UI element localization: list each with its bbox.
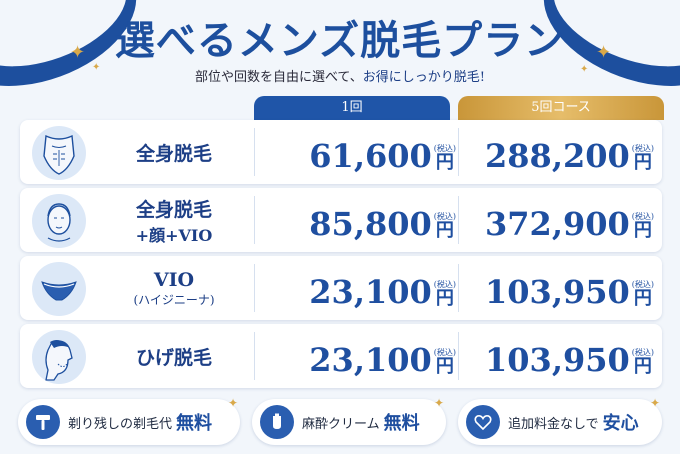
plan-name-line1: ひげ脱毛 bbox=[135, 346, 212, 369]
price-five: 372,900 (税込) 円 bbox=[458, 188, 654, 252]
yen-label: 円 bbox=[633, 356, 652, 377]
plan-row-full-body: 全身脱毛 61,600 (税込) 円 288,200 (税込) 円 bbox=[20, 120, 662, 184]
page-title: 選べるメンズ脱毛プラン bbox=[114, 17, 566, 64]
yen-label: 円 bbox=[435, 356, 454, 377]
tax-label: (税込) bbox=[631, 348, 654, 357]
badge-no-extra-fee: 追加料金なしで 安心 bbox=[458, 399, 662, 445]
body-icon bbox=[32, 126, 86, 180]
price-five-value: 288,200 bbox=[485, 137, 630, 175]
badge-text: 剃り残しの剃毛代 bbox=[68, 416, 173, 432]
sparkle-icon: ✦ bbox=[228, 396, 239, 410]
divider bbox=[254, 264, 255, 312]
price-once-value: 23,100 bbox=[309, 273, 432, 311]
price-five-value: 103,950 bbox=[485, 341, 630, 379]
divider bbox=[458, 196, 459, 244]
price-five: 103,950 (税込) 円 bbox=[458, 256, 654, 320]
badge-anesthetic-free: 麻酔クリーム 無料 bbox=[252, 399, 446, 445]
badge-text: 麻酔クリーム bbox=[302, 416, 380, 432]
plan-name-line1: 全身脱毛 bbox=[135, 198, 212, 221]
badge-shaving-free: 剃り残しの剃毛代 無料 bbox=[18, 399, 240, 445]
beard-icon bbox=[32, 330, 86, 384]
subtitle-emphasis: お得にしっかり脱毛! bbox=[362, 70, 486, 85]
badge-text: 追加料金なしで bbox=[508, 416, 599, 432]
divider bbox=[254, 332, 255, 380]
tax-label: (税込) bbox=[631, 280, 654, 289]
face-icon bbox=[32, 194, 86, 248]
sparkle-icon: ✦ bbox=[580, 64, 589, 75]
plan-name: 全身脱毛 +顔+VIO bbox=[94, 188, 254, 252]
plan-row-vio: VIO (ハイジニーナ) 23,100 (税込) 円 103,950 (税込) 円 bbox=[20, 256, 662, 320]
yen-label: 円 bbox=[435, 288, 454, 309]
divider bbox=[458, 264, 459, 312]
price-once-value: 61,600 bbox=[309, 137, 432, 175]
divider bbox=[458, 128, 459, 176]
plan-name-line1: VIO bbox=[153, 268, 195, 291]
sparkle-icon: ✦ bbox=[650, 396, 661, 410]
divider bbox=[254, 196, 255, 244]
column-header-once: 1回 bbox=[254, 96, 450, 120]
price-five-value: 103,950 bbox=[485, 273, 630, 311]
price-once: 85,800 (税込) 円 bbox=[256, 188, 456, 252]
razor-icon bbox=[26, 405, 60, 439]
tax-label: (税込) bbox=[433, 348, 456, 357]
yen-label: 円 bbox=[633, 220, 652, 241]
sparkle-icon: ✦ bbox=[434, 396, 445, 410]
price-once: 23,100 (税込) 円 bbox=[256, 256, 456, 320]
plan-name-line2: +顔+VIO bbox=[135, 225, 213, 245]
tax-label: (税込) bbox=[631, 212, 654, 221]
yen-label: 円 bbox=[633, 152, 652, 173]
sparkle-icon: ✦ bbox=[92, 62, 101, 73]
tax-label: (税込) bbox=[433, 280, 456, 289]
cream-tube-icon bbox=[260, 405, 294, 439]
yen-label: 円 bbox=[435, 220, 454, 241]
underwear-icon bbox=[32, 262, 86, 316]
tax-label: (税込) bbox=[433, 144, 456, 153]
plan-name-line1: 全身脱毛 bbox=[135, 142, 212, 165]
heart-icon bbox=[466, 405, 500, 439]
column-header-five-course: 5回コース bbox=[458, 96, 664, 120]
plan-name: 全身脱毛 bbox=[94, 120, 254, 184]
price-five-value: 372,900 bbox=[485, 205, 630, 243]
badge-strong: 無料 bbox=[383, 413, 420, 434]
price-once-value: 85,800 bbox=[309, 205, 432, 243]
badge-strong: 安心 bbox=[602, 413, 639, 434]
plan-name: ひげ脱毛 bbox=[94, 324, 254, 388]
plan-name: VIO (ハイジニーナ) bbox=[94, 256, 254, 320]
tax-label: (税込) bbox=[631, 144, 654, 153]
price-once-value: 23,100 bbox=[309, 341, 432, 379]
price-once: 61,600 (税込) 円 bbox=[256, 120, 456, 184]
price-five: 288,200 (税込) 円 bbox=[458, 120, 654, 184]
sparkle-icon: ✦ bbox=[596, 42, 612, 63]
badge-strong: 無料 bbox=[176, 413, 213, 434]
divider bbox=[458, 332, 459, 380]
page-subtitle: 部位や回数を自由に選べて、お得にしっかり脱毛! bbox=[0, 66, 680, 85]
divider bbox=[254, 128, 255, 176]
yen-label: 円 bbox=[435, 152, 454, 173]
yen-label: 円 bbox=[633, 288, 652, 309]
price-five: 103,950 (税込) 円 bbox=[458, 324, 654, 388]
tax-label: (税込) bbox=[433, 212, 456, 221]
subtitle-main: 部位や回数を自由に選べて、 bbox=[194, 70, 363, 85]
plan-row-full-body-face-vio: 全身脱毛 +顔+VIO 85,800 (税込) 円 372,900 (税込) 円 bbox=[20, 188, 662, 252]
sparkle-icon: ✦ bbox=[70, 42, 86, 63]
plan-name-line3: (ハイジニーナ) bbox=[133, 292, 215, 307]
price-once: 23,100 (税込) 円 bbox=[256, 324, 456, 388]
plan-row-beard: ひげ脱毛 23,100 (税込) 円 103,950 (税込) 円 bbox=[20, 324, 662, 388]
